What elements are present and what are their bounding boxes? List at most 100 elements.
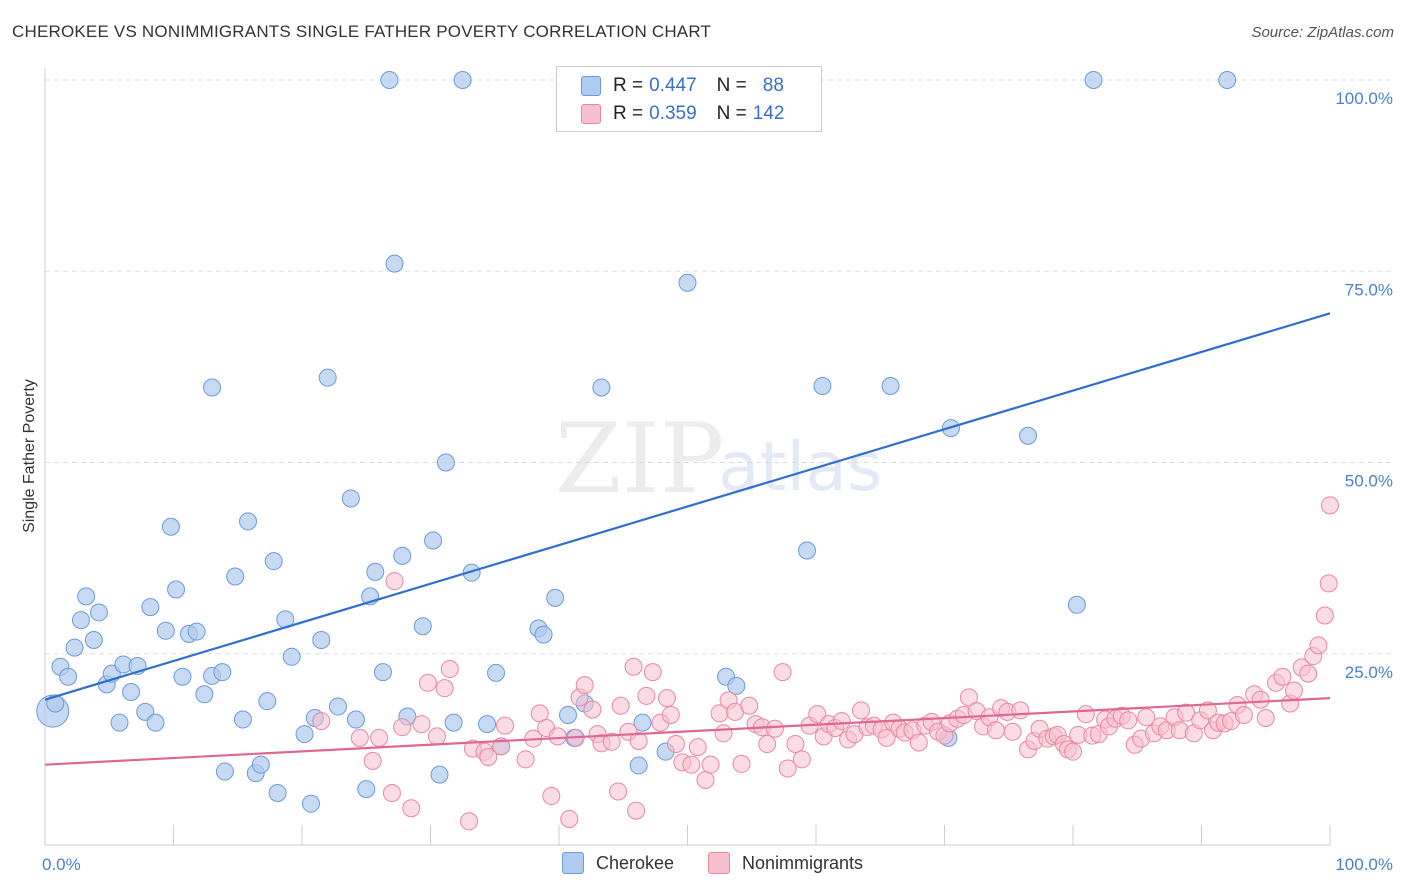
cherokee-point[interactable] [141,598,160,617]
cherokee-point[interactable] [462,563,481,582]
nonimmigrant-point[interactable] [479,748,498,767]
nonimmigrant-point[interactable] [350,728,369,747]
nonimmigrant-point[interactable] [382,783,401,802]
cherokee-point[interactable] [268,783,287,802]
cherokee-point[interactable] [239,512,258,531]
nonimmigrant-point[interactable] [548,727,567,746]
cherokee-point[interactable] [430,765,449,784]
nonimmigrant-point[interactable] [560,809,579,828]
nonimmigrant-point[interactable] [1137,708,1156,727]
cherokee-point[interactable] [213,663,232,682]
cherokee-point[interactable] [413,617,432,636]
cherokee-point[interactable] [1067,595,1086,614]
cherokee-point[interactable] [592,378,611,397]
nonimmigrant-point[interactable] [1273,667,1292,686]
nonimmigrant-point[interactable] [909,733,928,752]
cherokee-point[interactable] [318,368,337,387]
nonimmigrant-point[interactable] [765,719,784,738]
nonimmigrant-point[interactable] [696,770,715,789]
cherokee-point[interactable] [203,378,222,397]
nonimmigrant-point[interactable] [657,689,676,708]
nonimmigrant-point[interactable] [1285,681,1304,700]
nonimmigrant-point[interactable] [1076,705,1095,724]
nonimmigrant-point[interactable] [959,688,978,707]
cherokee-point[interactable] [77,587,96,606]
nonimmigrant-point[interactable] [609,782,628,801]
nonimmigrant-point[interactable] [418,673,437,692]
nonimmigrant-point[interactable] [412,715,431,734]
cherokee-point[interactable] [146,713,165,732]
cherokee-point[interactable] [393,546,412,565]
cherokee-point[interactable] [346,710,365,729]
nonimmigrant-point[interactable] [1198,701,1217,720]
legend-item-cherokee[interactable]: Cherokee [562,852,674,874]
cherokee-point[interactable] [110,713,129,732]
nonimmigrant-point[interactable] [832,712,851,731]
nonimmigrant-point[interactable] [1011,701,1030,720]
cherokee-point[interactable] [453,71,472,89]
nonimmigrant-point[interactable] [385,572,404,591]
nonimmigrant-point[interactable] [661,705,680,724]
cherokee-point[interactable] [46,694,65,713]
nonimmigrant-point[interactable] [714,724,733,743]
nonimmigrant-point[interactable] [542,787,561,806]
nonimmigrant-point[interactable] [1256,709,1275,728]
cherokee-point[interactable] [187,622,206,641]
cherokee-point[interactable] [328,697,347,716]
nonimmigrant-point[interactable] [1177,703,1196,722]
cherokee-point[interactable] [226,567,245,586]
nonimmigrant-point[interactable] [778,759,797,778]
cherokee-point[interactable] [546,588,565,607]
nonimmigrant-point[interactable] [440,660,459,679]
nonimmigrant-point[interactable] [732,754,751,773]
cherokee-point[interactable] [436,453,455,472]
nonimmigrant-point[interactable] [688,738,707,757]
cherokee-point[interactable] [341,489,360,508]
cherokee-point[interactable] [312,630,331,649]
cherokee-point[interactable] [173,667,192,686]
cherokee-point[interactable] [295,725,314,744]
nonimmigrant-point[interactable] [773,663,792,682]
nonimmigrant-point[interactable] [629,731,648,750]
cherokee-point[interactable] [84,630,103,649]
cherokee-point[interactable] [727,676,746,695]
cherokee-point[interactable] [487,663,506,682]
nonimmigrant-point[interactable] [460,812,479,831]
cherokee-point[interactable] [59,667,78,686]
cherokee-point[interactable] [233,710,252,729]
cherokee-point[interactable] [629,756,648,775]
nonimmigrant-point[interactable] [666,735,685,754]
cherokee-point[interactable] [424,531,443,550]
nonimmigrant-point[interactable] [1299,664,1318,683]
nonimmigrant-point[interactable] [701,755,720,774]
nonimmigrant-point[interactable] [1309,636,1328,655]
cherokee-point[interactable] [258,692,277,711]
cherokee-point[interactable] [373,663,392,682]
cherokee-point[interactable] [1019,426,1038,445]
nonimmigrant-point[interactable] [740,696,759,715]
cherokee-point[interactable] [357,780,376,799]
cherokee-point[interactable] [156,621,175,640]
cherokee-point[interactable] [195,685,214,704]
cherokee-point[interactable] [167,580,186,599]
cherokee-point[interactable] [385,254,404,273]
nonimmigrant-point[interactable] [682,755,701,774]
cherokee-point[interactable] [161,517,180,536]
nonimmigrant-point[interactable] [637,686,656,705]
cherokee-point[interactable] [798,541,817,560]
nonimmigrant-point[interactable] [575,676,594,695]
nonimmigrant-point[interactable] [643,663,662,682]
nonimmigrant-point[interactable] [624,657,643,676]
nonimmigrant-point[interactable] [370,728,389,747]
cherokee-point[interactable] [122,683,141,701]
nonimmigrant-point[interactable] [602,732,621,751]
nonimmigrant-point[interactable] [627,801,646,820]
cherokee-point[interactable] [881,377,900,395]
nonimmigrant-point[interactable] [986,721,1005,740]
nonimmigrant-point[interactable] [758,735,777,754]
cherokee-point[interactable] [71,611,90,630]
cherokee-point[interactable] [1218,71,1237,89]
cherokee-point[interactable] [1084,71,1103,89]
nonimmigrant-point[interactable] [402,799,421,818]
nonimmigrant-point[interactable] [583,700,602,719]
